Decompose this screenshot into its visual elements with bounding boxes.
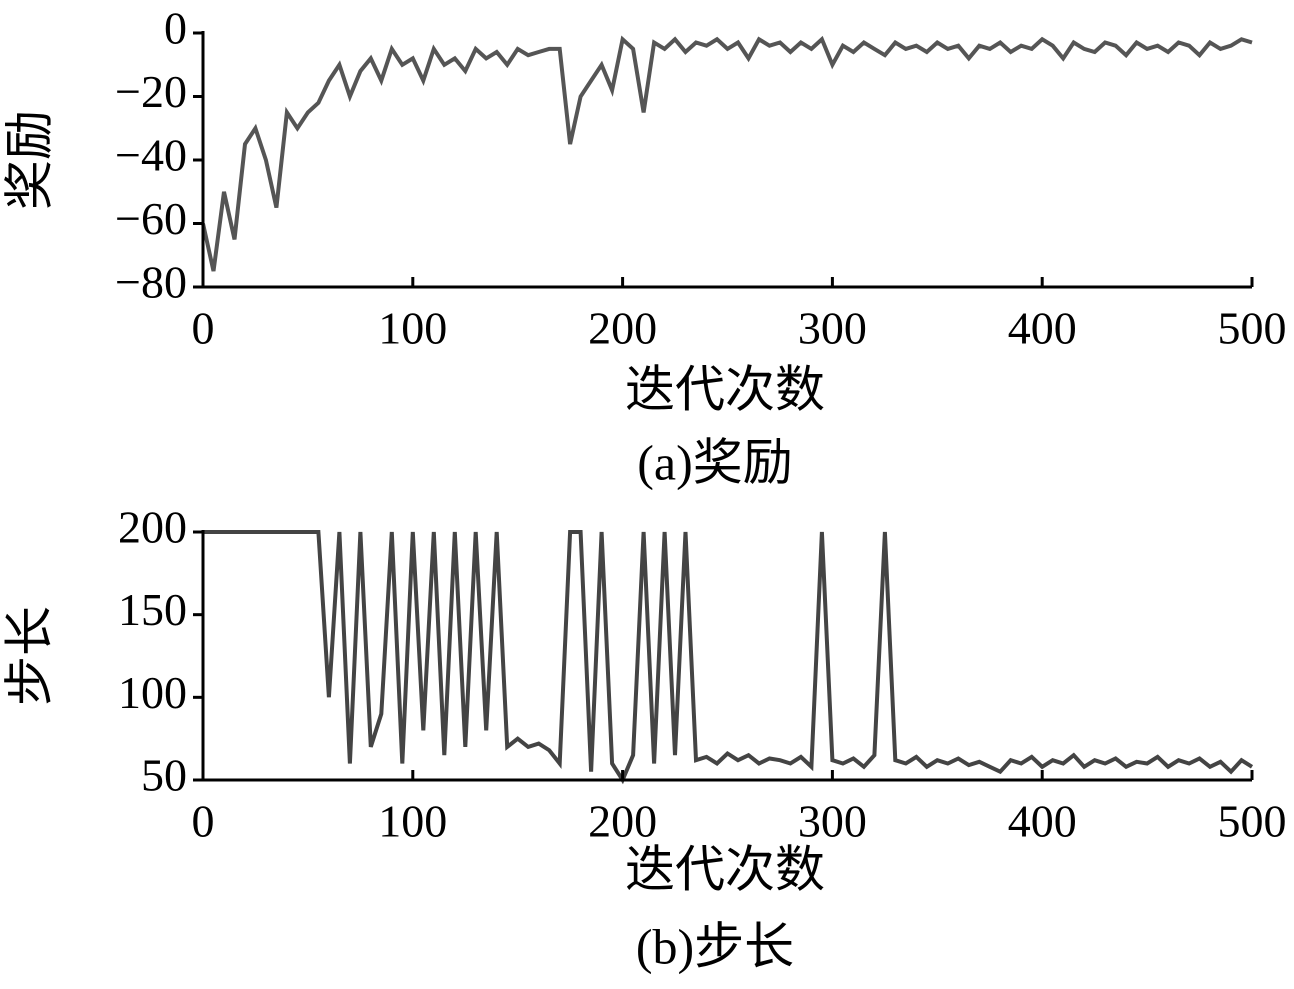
x-axis-label: 迭代次数 <box>625 361 825 417</box>
y-tick-label: −40 <box>115 130 187 181</box>
x-axis-label: 迭代次数 <box>625 841 825 897</box>
y-tick-label: 150 <box>118 584 187 635</box>
caption: (a)奖励 <box>637 434 793 490</box>
y-tick-label: 200 <box>118 502 187 553</box>
data-line <box>203 530 1254 785</box>
x-tick-label: 0 <box>192 796 215 847</box>
y-tick-label: 50 <box>141 750 187 801</box>
y-axis-label: 步长 <box>1 606 57 706</box>
x-tick-label: 200 <box>588 796 657 847</box>
x-tick-label: 0 <box>192 303 215 354</box>
x-tick-label: 100 <box>378 796 447 847</box>
x-tick-label: 200 <box>588 303 657 354</box>
x-tick-label: 500 <box>1218 796 1287 847</box>
x-tick-label: 300 <box>798 303 867 354</box>
y-tick-label: −20 <box>115 66 187 117</box>
x-tick-label: 500 <box>1218 303 1287 354</box>
y-axis-label: 奖励 <box>1 110 57 210</box>
y-tick-label: 100 <box>118 667 187 718</box>
y-tick-label: −80 <box>115 257 187 308</box>
caption: (b)步长 <box>636 918 794 974</box>
y-tick-label: −60 <box>115 193 187 244</box>
data-line <box>201 35 1253 272</box>
x-tick-label: 100 <box>378 303 447 354</box>
x-tick-label: 300 <box>798 796 867 847</box>
y-tick-label: 0 <box>164 3 187 54</box>
x-tick-label: 400 <box>1008 796 1077 847</box>
x-tick-label: 400 <box>1008 303 1077 354</box>
